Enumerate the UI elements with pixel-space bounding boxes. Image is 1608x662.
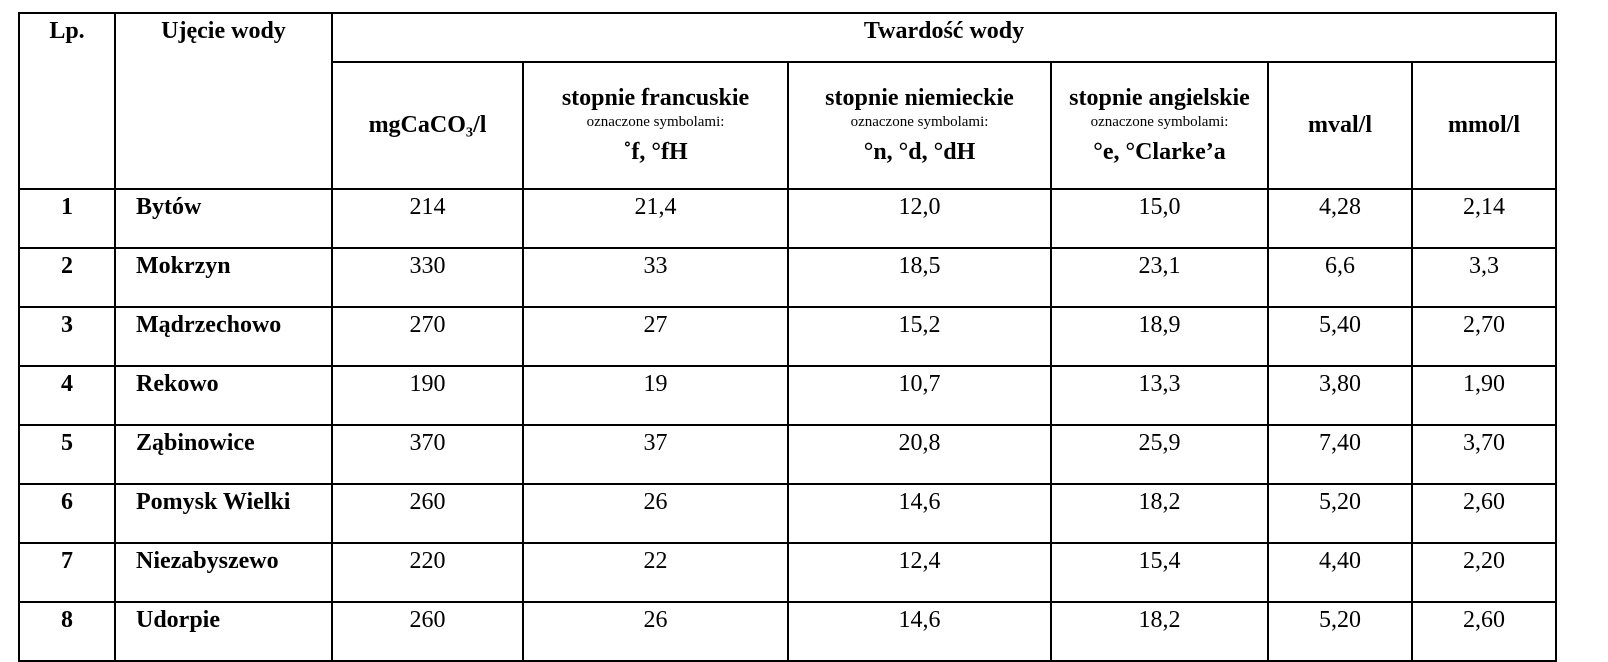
value-cell: 10,7 (787, 365, 1052, 426)
value-cell: 330 (331, 247, 524, 308)
value-cell: 18,2 (1050, 483, 1269, 544)
value-cell: 7,40 (1267, 424, 1413, 485)
value-cell: 4,28 (1267, 188, 1413, 249)
value-cell: 15,4 (1050, 542, 1269, 603)
value-cell: 21,4 (522, 188, 789, 249)
value-cell: 23,1 (1050, 247, 1269, 308)
value-cell: 18,5 (787, 247, 1052, 308)
subheader-cell: stopnie francuskie oznaczone symbolami: ˚f… (522, 61, 789, 190)
value-cell: 15,0 (1050, 188, 1269, 249)
subheader-row: mgCaCO₃/l stopnie francuskie oznaczone sym… (19, 61, 1558, 190)
value-cell: 14,6 (787, 601, 1052, 662)
value-cell: 27 (522, 306, 789, 367)
value-cell: 5,40 (1267, 306, 1413, 367)
hardness-table: Lp. Ujęcie wody Twardość wody mgCaCO₃/l s… (18, 12, 1558, 662)
table-row: 3 Mądrzechowo 270 27 15,2 18,9 5,40 2,70 (18, 306, 1558, 367)
value-cell: 13,3 (1050, 365, 1269, 426)
row-number: 4 (18, 365, 116, 426)
value-cell: 2,60 (1410, 483, 1558, 544)
value-cell: 3,70 (1410, 424, 1558, 485)
subheader-cell: stopnie angielskie oznaczone symbolami: °e… (1050, 61, 1269, 190)
column-title: stopnie niemieckie (825, 85, 1014, 111)
intake-name: Niezabyszewo (114, 542, 333, 603)
table-row: 4 Rekowo 190 19 10,7 13,3 3,80 1,90 (18, 365, 1558, 426)
value-cell: 270 (331, 306, 524, 367)
value-cell: 12,0 (787, 188, 1052, 249)
value-cell: 370 (331, 424, 524, 485)
value-cell: 37 (522, 424, 789, 485)
value-cell: 4,40 (1267, 542, 1413, 603)
table-body: 1 Bytów 214 21,4 12,0 15,0 4,28 2,14 2 Mokrzyn 330… (18, 188, 1558, 662)
header-cell: Ujęcie wody (114, 12, 333, 190)
value-cell: 3,3 (1410, 247, 1558, 308)
intake-name: Bytów (114, 188, 333, 249)
value-cell: 5,20 (1267, 483, 1413, 544)
subheader-cell: stopnie niemieckie oznaczone symbolami: °n… (787, 61, 1052, 190)
value-cell: 18,2 (1050, 601, 1269, 662)
value-cell: 2,60 (1410, 601, 1558, 662)
value-cell: 25,9 (1050, 424, 1269, 485)
row-number: 5 (18, 424, 116, 485)
value-cell: 214 (331, 188, 524, 249)
column-title: stopnie angielskie (1069, 85, 1250, 111)
value-cell: 220 (331, 542, 524, 603)
intake-name: Udorpie (114, 601, 333, 662)
value-cell: 15,2 (787, 306, 1052, 367)
value-cell: 12,4 (787, 542, 1052, 603)
table-row: 5 Ząbinowice 370 37 20,8 25,9 7,40 3,70 (18, 424, 1558, 485)
column-symbols: °n, °d, °dH (863, 139, 976, 165)
column-title: mgCaCO₃/l (368, 112, 487, 138)
value-cell: 26 (522, 483, 789, 544)
row-number: 7 (18, 542, 116, 603)
value-cell: 190 (331, 365, 524, 426)
row-number: 2 (18, 247, 116, 308)
row-number: 1 (18, 188, 116, 249)
intake-name: Rekowo (114, 365, 333, 426)
value-cell: 1,90 (1410, 365, 1558, 426)
table-row: 1 Bytów 214 21,4 12,0 15,0 4,28 2,14 (18, 188, 1558, 249)
table-row: 7 Niezabyszewo 220 22 12,4 15,4 4,40 2,20 (18, 542, 1558, 603)
value-cell: 2,70 (1410, 306, 1558, 367)
intake-name: Ząbinowice (114, 424, 333, 485)
subheader-cell: mval/l (1267, 61, 1413, 190)
column-note: oznaczone symbolami: (1090, 114, 1229, 130)
column-title: mval/l (1308, 112, 1372, 138)
subheader-cell: mmol/l (1410, 61, 1558, 190)
row-number: 6 (18, 483, 116, 544)
value-cell: 260 (331, 601, 524, 662)
value-cell: 19 (522, 365, 789, 426)
intake-name: Mokrzyn (114, 247, 333, 308)
column-title: stopnie francuskie (561, 85, 750, 111)
value-cell: 14,6 (787, 483, 1052, 544)
column-symbols: °e, °Clarke’a (1093, 139, 1226, 165)
table-header: Lp. Ujęcie wody Twardość wody mgCaCO₃/l s… (18, 12, 1558, 190)
column-note: oznaczone symbolami: (586, 114, 725, 130)
column-note: oznaczone symbolami: (850, 114, 989, 130)
value-cell: 6,6 (1267, 247, 1413, 308)
value-cell: 260 (331, 483, 524, 544)
intake-name: Mądrzechowo (114, 306, 333, 367)
value-cell: 22 (522, 542, 789, 603)
value-cell: 5,20 (1267, 601, 1413, 662)
table-row: 6 Pomysk Wielki 260 26 14,6 18,2 5,20 2,60 (18, 483, 1558, 544)
value-cell: 2,14 (1410, 188, 1558, 249)
table-row: 2 Mokrzyn 330 33 18,5 23,1 6,6 3,3 (18, 247, 1558, 308)
row-number: 8 (18, 601, 116, 662)
value-cell: 3,80 (1267, 365, 1413, 426)
row-number: 3 (18, 306, 116, 367)
intake-name: Pomysk Wielki (114, 483, 333, 544)
column-title: mmol/l (1448, 112, 1521, 138)
column-symbols: ˚f, °fH (623, 139, 688, 165)
value-cell: 33 (522, 247, 789, 308)
value-cell: 18,9 (1050, 306, 1269, 367)
value-cell: 2,20 (1410, 542, 1558, 603)
header-cell: Lp. (18, 12, 116, 190)
table-row: 8 Udorpie 260 26 14,6 18,2 5,20 2,60 (18, 601, 1558, 662)
value-cell: 26 (522, 601, 789, 662)
subheader-cell: mgCaCO₃/l (331, 61, 524, 190)
value-cell: 20,8 (787, 424, 1052, 485)
header-cell: Twardość wody (330, 12, 1558, 63)
header-row: Lp. Ujęcie wody Twardość wody (18, 12, 1558, 190)
